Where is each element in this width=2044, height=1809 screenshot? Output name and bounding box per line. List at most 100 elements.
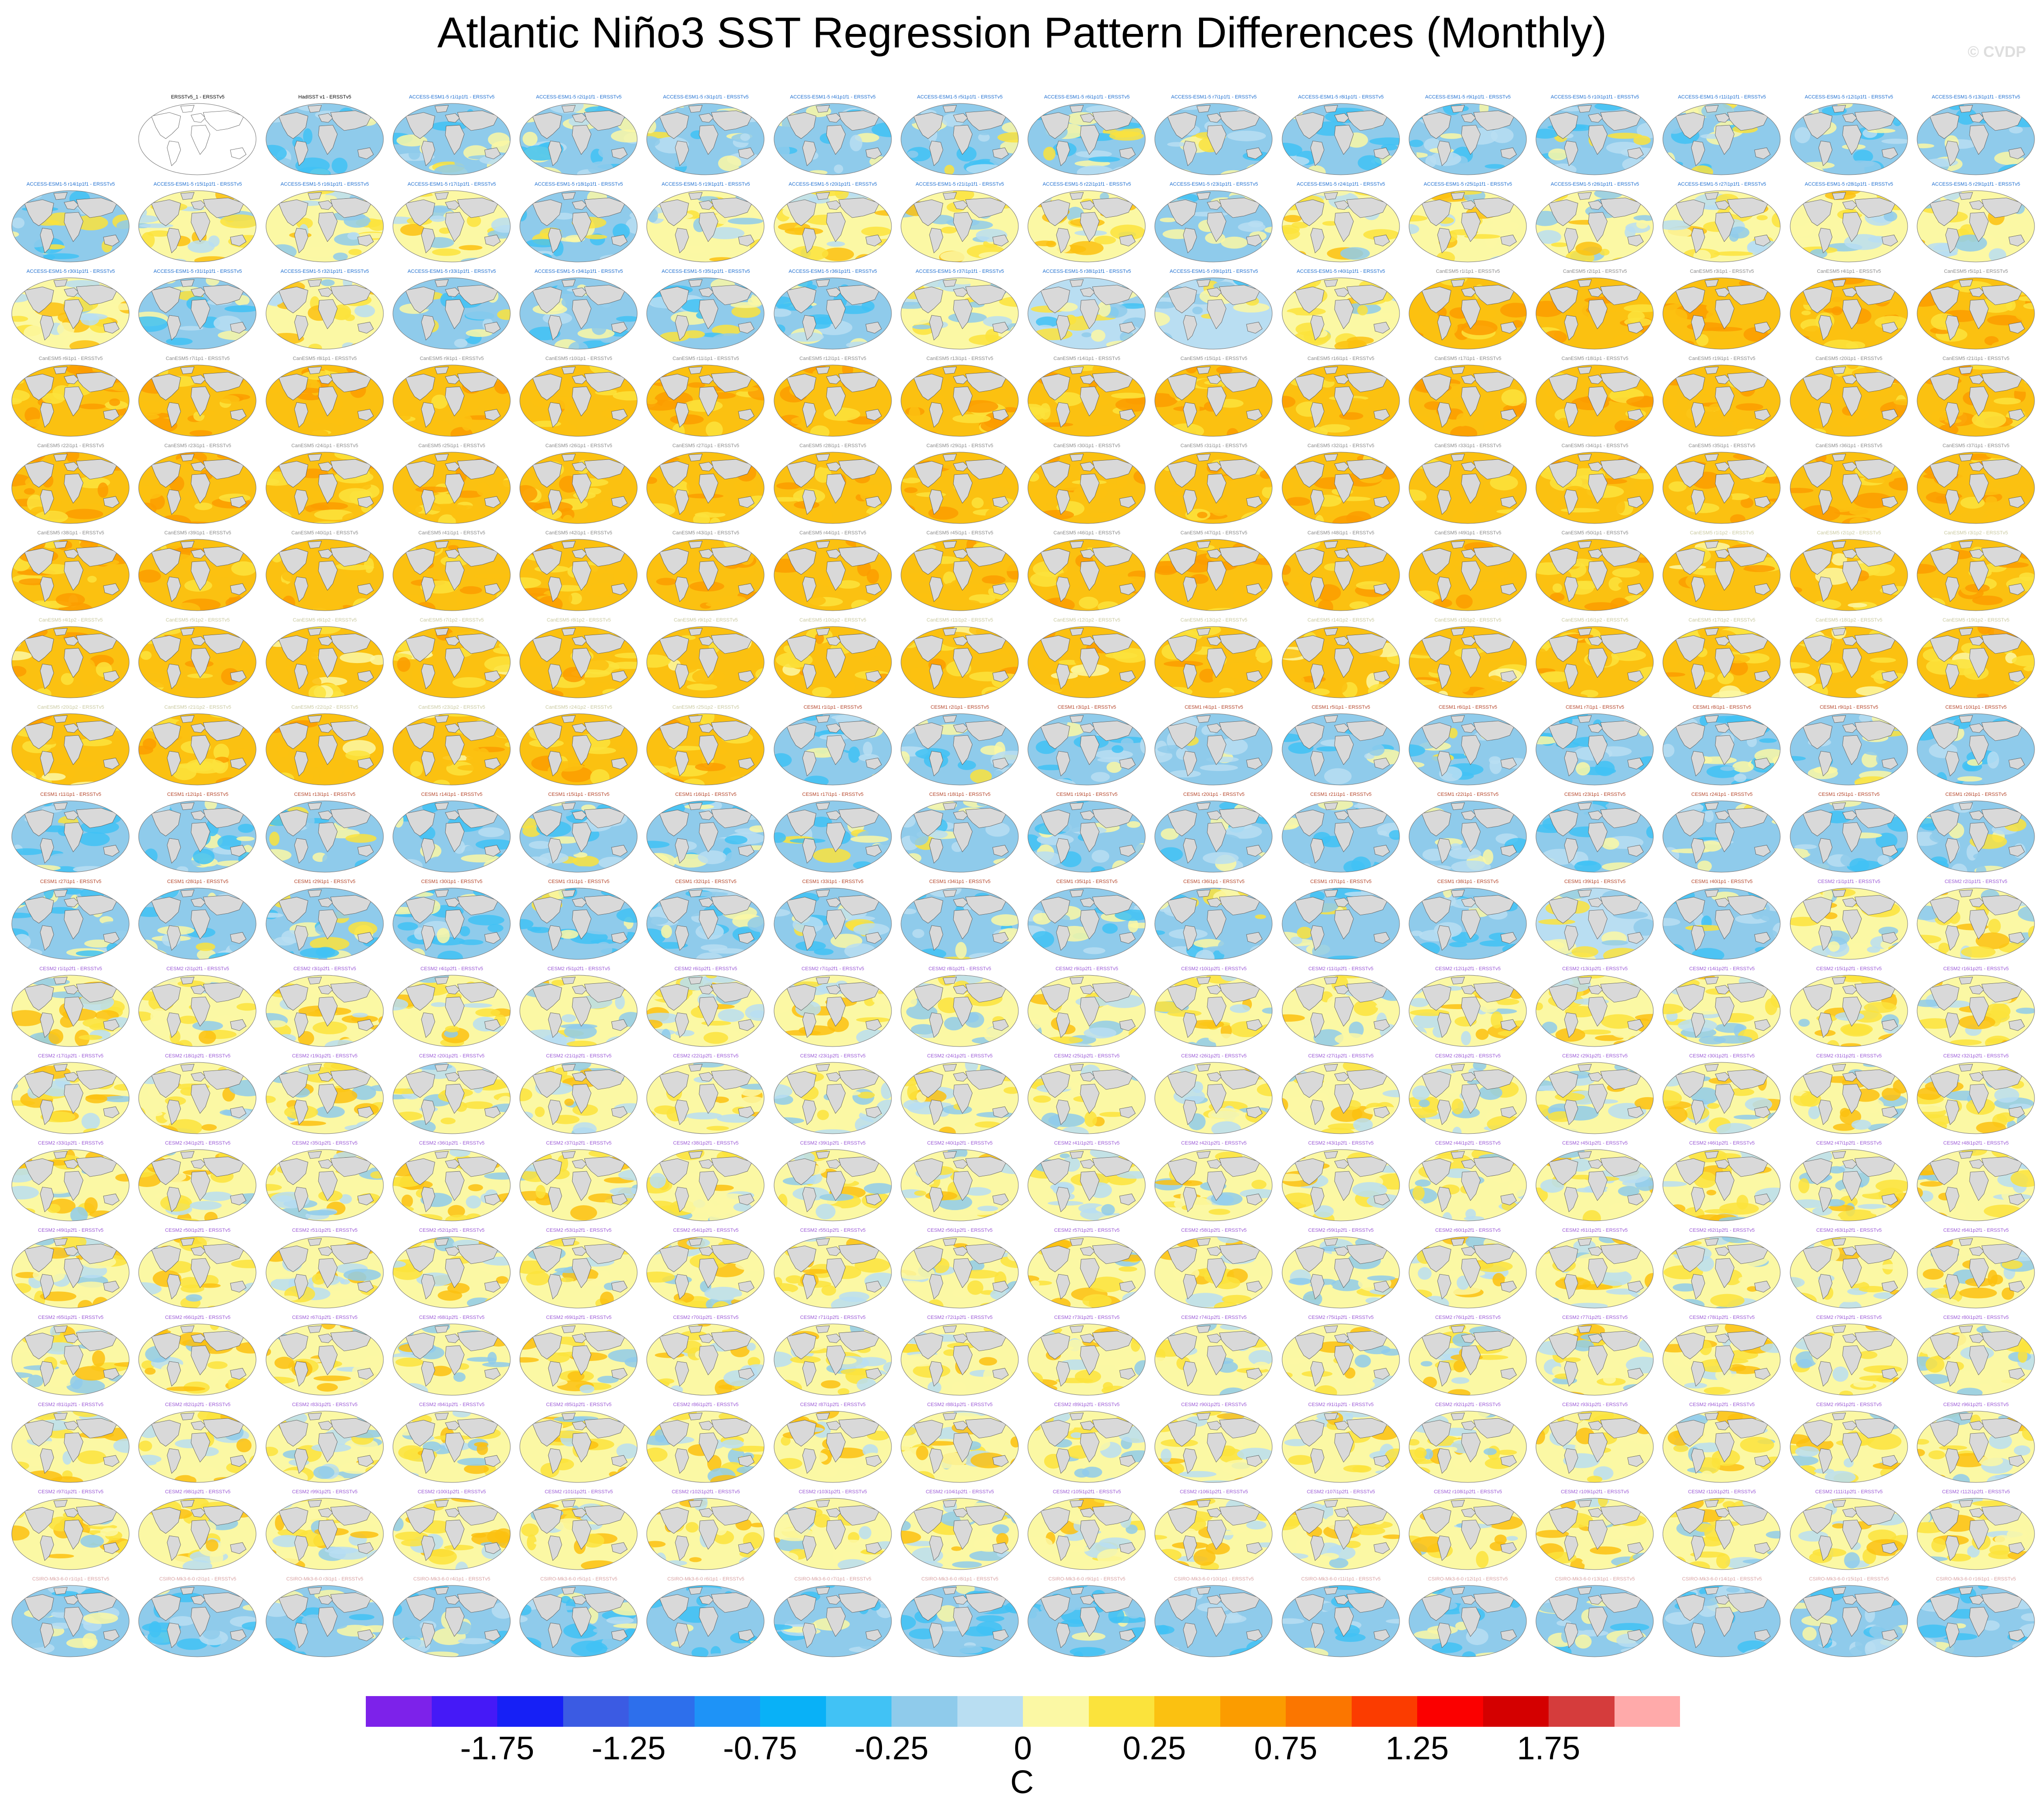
land-mass (1092, 372, 1134, 393)
anomaly-patch (871, 773, 882, 779)
land-mass (318, 125, 337, 155)
panel-title: CanESM5 r10i1p2 - ERSSTv5 (799, 617, 867, 623)
panel-title: CanESM5 r19i1p2 - ERSSTv5 (1942, 617, 2010, 623)
anomaly-patch (1458, 678, 1470, 692)
map-panel: CanESM5 r46i1p1 - ERSSTv5 (1023, 528, 1150, 616)
land-mass (421, 402, 435, 428)
anomaly-patch (1155, 773, 1171, 785)
map-outline (1027, 190, 1146, 262)
anomaly-patch (1513, 163, 1524, 170)
panel-title: CanESM5 r42i1p1 - ERSSTv5 (545, 530, 612, 536)
anomaly-patch (2020, 165, 2035, 175)
panel-title: CanESM5 r20i1p1 - ERSSTv5 (1815, 356, 1883, 361)
anomaly-patch (143, 738, 157, 750)
sst-difference-map (1282, 626, 1400, 698)
anomaly-patch (392, 103, 398, 118)
anomaly-patch (2025, 278, 2035, 289)
land-mass (1727, 285, 1769, 305)
anomaly-patch (1713, 601, 1723, 607)
anomaly-patch (2026, 719, 2035, 731)
map-outline (1154, 103, 1273, 175)
sst-difference-map (646, 103, 765, 175)
anomaly-patch (978, 133, 990, 142)
panel-title: ACCESS-ESM1-5 r34i1p1f1 - ERSSTv5 (534, 269, 623, 274)
sst-difference-map (1662, 452, 1781, 524)
anomaly-patch (1340, 247, 1370, 260)
anomaly-patch (12, 513, 24, 524)
land-mass (53, 453, 68, 462)
map-outline (519, 277, 638, 350)
anomaly-patch (854, 484, 885, 496)
panel-title: CanESM5 r39i1p1 - ERSSTv5 (164, 530, 231, 536)
panel-title: ACCESS-ESM1-5 r16i1p1f1 - ERSSTv5 (280, 182, 369, 187)
anomaly-patch (393, 813, 404, 828)
map-panel: CanESM5 r11i1p2 - ERSSTv5 (896, 616, 1023, 703)
anomaly-patch (1087, 512, 1116, 518)
sst-difference-map (1790, 365, 1908, 437)
panel-title: CanESM5 r32i1p1 - ERSSTv5 (1307, 443, 1375, 449)
anomaly-patch (284, 866, 315, 872)
sst-difference-map (1409, 452, 1527, 524)
land-mass (1461, 299, 1481, 329)
anomaly-patch (1102, 568, 1129, 575)
panel-title: ACCESS-ESM1-5 r2i1p1f1 - ERSSTv5 (536, 94, 622, 100)
land-mass (167, 228, 181, 253)
map-panel: ACCESS-ESM1-5 r28i1p1f1 - ERSSTv5 (1786, 180, 1913, 267)
anomaly-patch (910, 162, 919, 170)
land-mass (1945, 228, 1960, 253)
sst-difference-map (1409, 713, 1527, 785)
anomaly-patch (1874, 258, 1907, 262)
panel-title: CanESM5 r9i1p2 - ERSSTv5 (673, 617, 738, 623)
sst-difference-map (392, 626, 511, 698)
anomaly-patch (573, 855, 599, 867)
land-mass (1451, 366, 1465, 374)
sst-difference-map (138, 365, 257, 437)
sst-difference-map (1409, 277, 1527, 350)
panel-title: CanESM5 r12i1p2 - ERSSTv5 (1053, 617, 1120, 623)
map-panel: CanESM5 r3i1p1 - ERSSTv5 (1658, 267, 1785, 354)
anomaly-patch (1008, 780, 1018, 785)
land-mass (434, 715, 449, 723)
land-mass (64, 200, 79, 210)
map-panel: CanESM5 r16i1p2 - ERSSTv5 (1531, 616, 1658, 703)
anomaly-patch (84, 503, 107, 510)
map-panel: CanESM5 r24i1p2 - ERSSTv5 (515, 703, 642, 790)
sst-difference-map (1662, 713, 1781, 785)
land-mass (434, 105, 449, 113)
panel-title: CanESM5 r44i1p1 - ERSSTv5 (799, 530, 867, 536)
sst-difference-map (1154, 713, 1273, 785)
land-mass (1588, 287, 1603, 297)
land-mass (561, 802, 576, 810)
anomaly-patch (1847, 603, 1867, 608)
anomaly-patch (493, 253, 510, 262)
anomaly-patch (1006, 452, 1018, 468)
land-mass (688, 715, 703, 723)
anomaly-patch (2018, 627, 2035, 634)
anomaly-patch (688, 382, 706, 388)
anomaly-patch (1043, 147, 1056, 161)
panel-title: ACCESS-ESM1-5 r30i1p1f1 - ERSSTv5 (26, 269, 115, 274)
land-mass (699, 287, 714, 297)
land-mass (1080, 200, 1095, 210)
anomaly-patch (149, 626, 182, 635)
land-mass (421, 140, 435, 166)
land-mass (659, 374, 689, 401)
anomaly-patch (1637, 122, 1653, 139)
anomaly-patch (1509, 601, 1526, 611)
map-panel: CanESM5 r15i1p1 - ERSSTv5 (1150, 354, 1277, 441)
map-panel: CanESM5 r40i1p1 - ERSSTv5 (261, 528, 388, 616)
map-panel: CanESM5 r2i1p1 - ERSSTv5 (1531, 267, 1658, 354)
map-panel: CESM1 r10i1p1 - ERSSTv5 (1913, 703, 2039, 790)
land-mass (965, 110, 1007, 131)
anomaly-patch (415, 486, 451, 493)
anomaly-patch (1664, 152, 1675, 169)
panel-title: ACCESS-ESM1-5 r22i1p1f1 - ERSSTv5 (1042, 182, 1131, 187)
anomaly-patch (653, 539, 680, 547)
land-mass (445, 386, 465, 416)
anomaly-patch (1616, 173, 1630, 175)
anomaly-patch (1066, 430, 1102, 436)
land-mass (1929, 112, 1960, 139)
panel-title: CanESM5 r9i1p1 - ERSSTv5 (420, 356, 484, 361)
anomaly-patch (21, 237, 48, 248)
anomaly-patch (1508, 251, 1526, 261)
